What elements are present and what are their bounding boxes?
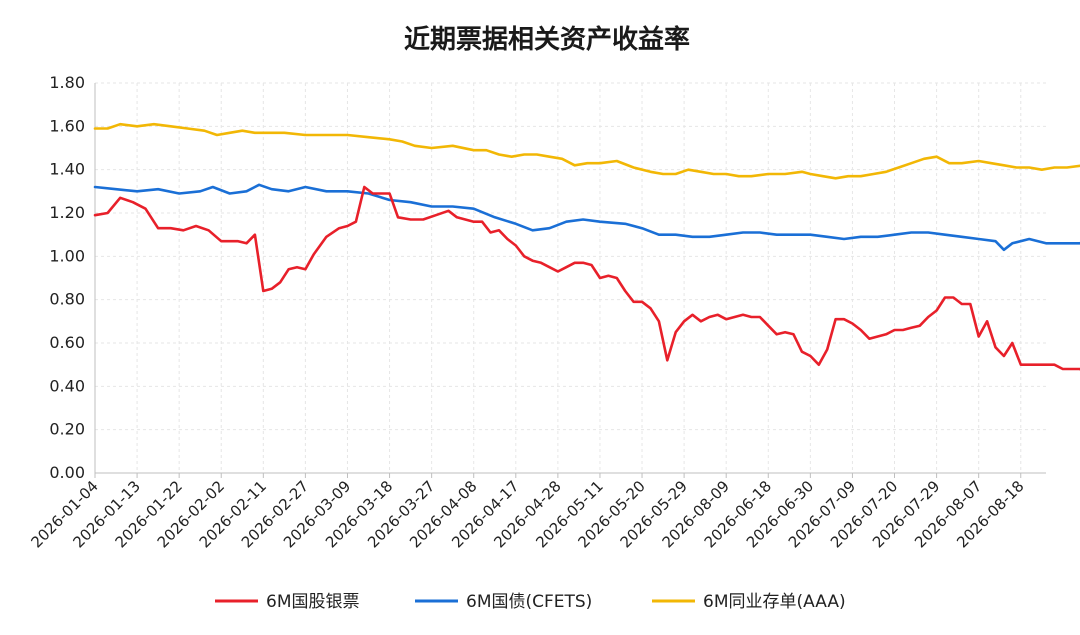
y-tick-label: 0.60 <box>49 333 85 352</box>
series-line-1 <box>93 183 1080 252</box>
y-tick-label: 1.60 <box>49 116 85 135</box>
y-tick-label: 0.80 <box>49 290 85 309</box>
y-tick-label: 0.20 <box>49 420 85 439</box>
legend-label: 6M同业存单(AAA) <box>703 592 846 612</box>
y-tick-label: 1.00 <box>49 246 85 265</box>
series-line-0 <box>93 185 1080 371</box>
legend-label: 6M国债(CFETS) <box>466 592 592 612</box>
series-layer <box>93 122 1080 371</box>
chart-title: 近期票据相关资产收益率 <box>404 24 690 55</box>
y-tick-label: 1.20 <box>49 203 85 222</box>
axis-layer: 0.00 0.20 0.40 0.60 0.80 1.00 1.20 1.40 1.60 1.80… <box>27 73 1046 551</box>
legend-label: 6M国股银票 <box>266 592 359 612</box>
grid-layer <box>95 82 1046 473</box>
y-tick-label: 1.40 <box>49 160 85 179</box>
y-tick-label: 0.40 <box>49 376 85 395</box>
legend: 6M国股银票 6M国债(CFETS) 6M同业存单(AAA) <box>215 592 846 612</box>
series-line-2 <box>93 122 1080 180</box>
y-tick-label: 0.00 <box>49 463 85 482</box>
y-tick-label: 1.80 <box>49 73 85 92</box>
